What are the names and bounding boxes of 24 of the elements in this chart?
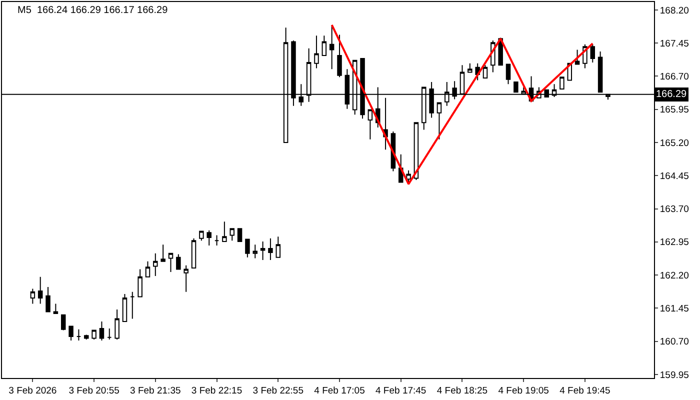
- x-tick-label: 4 Feb 18:25: [436, 385, 488, 396]
- y-tick-label: 168.20: [660, 5, 689, 16]
- y-tick-label: 167.45: [660, 38, 689, 50]
- x-tick-label: 3 Feb 2026: [8, 385, 57, 396]
- y-tick-label: 165.20: [660, 138, 689, 149]
- y-tick-label: 163.70: [660, 204, 689, 216]
- x-tick-label: 4 Feb 17:05: [314, 385, 365, 396]
- y-tick-label: 162.20: [660, 270, 689, 282]
- ref-line-label: 166.29: [656, 89, 688, 100]
- x-tick-label: 4 Feb 19:45: [560, 385, 610, 396]
- x-tick-label: 4 Feb 19:05: [498, 385, 549, 396]
- y-tick-label: 165.95: [660, 104, 689, 116]
- x-tick-label: 3 Feb 22:55: [252, 385, 304, 396]
- x-tick-label: 3 Feb 20:55: [68, 385, 120, 396]
- y-tick-label: 162.95: [660, 237, 689, 248]
- chart-title: M5 166.24 166.29 166.17 166.29: [18, 5, 168, 16]
- y-tick-label: 164.45: [660, 170, 689, 182]
- x-tick-label: 3 Feb 22:15: [191, 385, 242, 396]
- y-tick-label: 160.70: [660, 336, 689, 348]
- y-tick-label: 161.45: [660, 304, 689, 315]
- y-tick-label: 166.70: [660, 72, 689, 83]
- y-tick-label: 159.95: [660, 370, 689, 381]
- x-tick-label: 4 Feb 17:45: [376, 385, 426, 396]
- x-tick-label: 3 Feb 21:35: [130, 385, 181, 396]
